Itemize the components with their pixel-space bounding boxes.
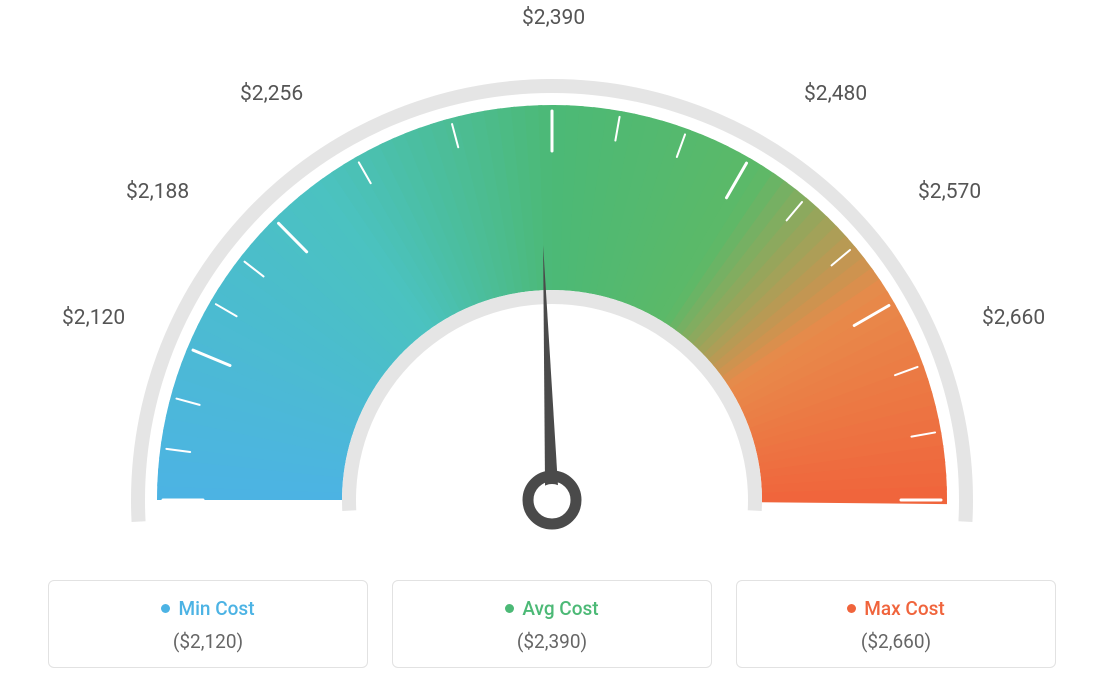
gauge-tick-label: $2,188: [126, 180, 189, 204]
legend-label: Max Cost: [864, 597, 944, 620]
dot-icon: [847, 604, 856, 613]
legend-row: Min Cost ($2,120) Avg Cost ($2,390) Max …: [0, 580, 1104, 668]
legend-value-avg: ($2,390): [393, 630, 711, 653]
gauge-tick-label: $2,120: [62, 306, 125, 330]
gauge-tick-label: $2,480: [804, 82, 867, 106]
dot-icon: [505, 604, 514, 613]
legend-label: Avg Cost: [522, 597, 598, 620]
legend-value-max: ($2,660): [737, 630, 1055, 653]
gauge-svg: [62, 20, 1042, 560]
gauge-tick-label: $2,256: [240, 82, 303, 106]
legend-card-avg: Avg Cost ($2,390): [392, 580, 712, 668]
gauge-tick-label: $2,570: [918, 180, 981, 204]
legend-card-max: Max Cost ($2,660): [736, 580, 1056, 668]
gauge-tick-label: $2,660: [982, 306, 1045, 330]
legend-title-max: Max Cost: [847, 597, 944, 620]
gauge-tick-label: $2,390: [522, 6, 585, 30]
legend-card-min: Min Cost ($2,120): [48, 580, 368, 668]
legend-value-min: ($2,120): [49, 630, 367, 653]
legend-title-min: Min Cost: [161, 597, 254, 620]
dot-icon: [161, 604, 170, 613]
gauge-chart: $2,120 $2,188 $2,256 $2,390 $2,480 $2,570 $2,6…: [0, 0, 1104, 570]
legend-label: Min Cost: [178, 597, 254, 620]
legend-title-avg: Avg Cost: [505, 597, 598, 620]
